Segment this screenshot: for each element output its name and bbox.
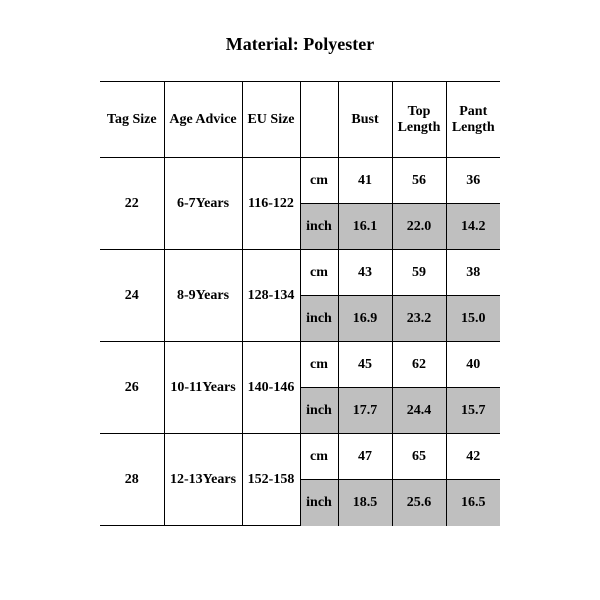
col-header-eu-size: EU Size [242, 82, 300, 158]
cell-eu-size: 116-122 [242, 158, 300, 250]
col-header-pant-length: Pant Length [446, 82, 500, 158]
cell-bust: 17.7 [338, 388, 392, 434]
table-header-row: Tag Size Age Advice EU Size Bust Top Len… [100, 82, 500, 158]
cell-top: 56 [392, 158, 446, 204]
col-header-tag-size: Tag Size [100, 82, 164, 158]
cell-bust: 41 [338, 158, 392, 204]
cell-top: 59 [392, 250, 446, 296]
cell-top: 22.0 [392, 204, 446, 250]
table-row: 28 12-13Years 152-158 cm 47 65 42 [100, 434, 500, 480]
cell-tag-size: 24 [100, 250, 164, 342]
cell-age-advice: 6-7Years [164, 158, 242, 250]
cell-pant: 16.5 [446, 480, 500, 526]
cell-tag-size: 22 [100, 158, 164, 250]
col-header-top-length: Top Length [392, 82, 446, 158]
cell-bust: 43 [338, 250, 392, 296]
cell-pant: 40 [446, 342, 500, 388]
cell-unit: inch [300, 388, 338, 434]
cell-unit: inch [300, 296, 338, 342]
table-body: 22 6-7Years 116-122 cm 41 56 36 inch 16.… [100, 158, 500, 526]
cell-age-advice: 10-11Years [164, 342, 242, 434]
cell-bust: 16.9 [338, 296, 392, 342]
col-header-unit [300, 82, 338, 158]
cell-top: 65 [392, 434, 446, 480]
cell-eu-size: 128-134 [242, 250, 300, 342]
col-header-age-advice: Age Advice [164, 82, 242, 158]
cell-bust: 16.1 [338, 204, 392, 250]
col-header-bust: Bust [338, 82, 392, 158]
cell-pant: 14.2 [446, 204, 500, 250]
cell-top: 62 [392, 342, 446, 388]
cell-top: 25.6 [392, 480, 446, 526]
table-row: 24 8-9Years 128-134 cm 43 59 38 [100, 250, 500, 296]
cell-unit: cm [300, 342, 338, 388]
cell-pant: 38 [446, 250, 500, 296]
cell-age-advice: 8-9Years [164, 250, 242, 342]
cell-age-advice: 12-13Years [164, 434, 242, 526]
table-row: 22 6-7Years 116-122 cm 41 56 36 [100, 158, 500, 204]
cell-unit: cm [300, 250, 338, 296]
table-row: 26 10-11Years 140-146 cm 45 62 40 [100, 342, 500, 388]
cell-pant: 36 [446, 158, 500, 204]
cell-unit: cm [300, 434, 338, 480]
cell-top: 23.2 [392, 296, 446, 342]
cell-unit: cm [300, 158, 338, 204]
cell-unit: inch [300, 204, 338, 250]
cell-eu-size: 140-146 [242, 342, 300, 434]
cell-eu-size: 152-158 [242, 434, 300, 526]
cell-unit: inch [300, 480, 338, 526]
cell-bust: 47 [338, 434, 392, 480]
cell-bust: 18.5 [338, 480, 392, 526]
page-title: Material: Polyester [0, 0, 600, 81]
cell-pant: 15.7 [446, 388, 500, 434]
cell-pant: 15.0 [446, 296, 500, 342]
cell-top: 24.4 [392, 388, 446, 434]
cell-pant: 42 [446, 434, 500, 480]
cell-tag-size: 26 [100, 342, 164, 434]
size-table: Tag Size Age Advice EU Size Bust Top Len… [100, 81, 500, 526]
cell-tag-size: 28 [100, 434, 164, 526]
cell-bust: 45 [338, 342, 392, 388]
